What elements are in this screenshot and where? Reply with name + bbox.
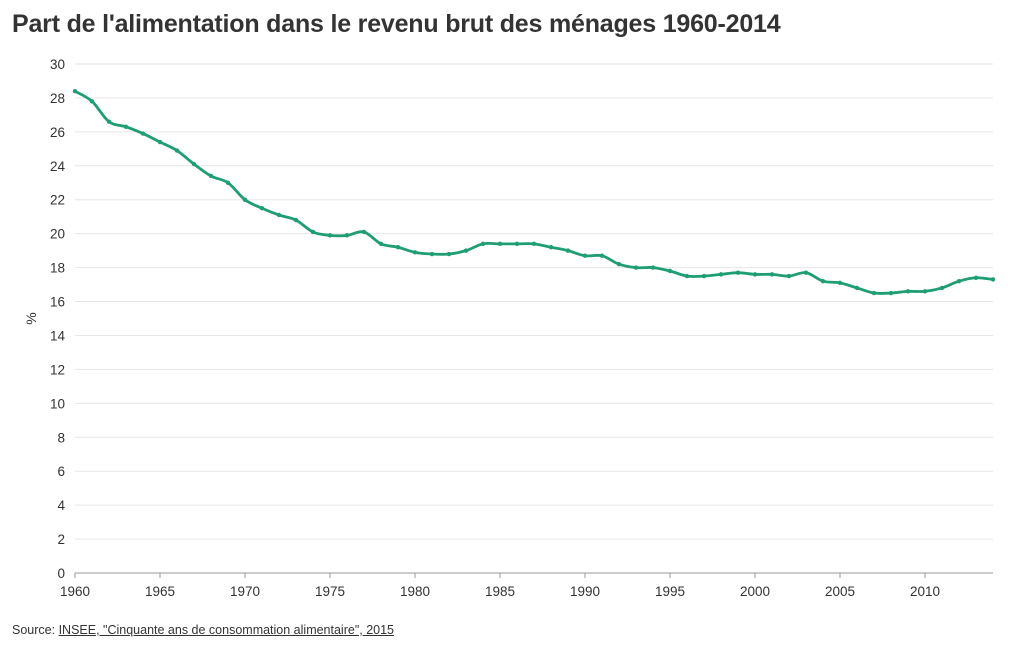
data-point [514,241,520,247]
data-point [327,233,333,238]
x-tick-label: 1965 [145,584,175,599]
data-point [922,289,928,294]
data-point [599,253,605,258]
data-point [803,270,809,275]
data-point [752,272,758,277]
data-point [548,245,554,250]
data-point [871,290,877,296]
data-point [446,251,452,257]
data-point [293,217,299,223]
y-tick-label: 0 [57,566,65,581]
data-point [72,88,78,94]
data-point [259,206,265,211]
data-point [939,285,945,291]
data-point [480,241,486,247]
data-point [208,173,214,179]
y-tick-label: 10 [50,396,65,411]
data-point [667,268,673,274]
data-point [157,139,163,145]
data-point [276,212,282,218]
data-point [701,273,707,279]
y-tick-label: 28 [50,91,65,106]
data-point [582,253,588,258]
data-point [616,262,622,267]
data-point [633,265,639,270]
y-tick-label: 12 [50,362,65,377]
data-point [820,278,826,284]
grid-lines [75,63,993,574]
data-point [106,119,112,124]
data-point [191,161,197,167]
x-tick-label: 1975 [315,584,345,599]
x-tick-label: 2005 [825,584,855,599]
data-point [684,273,690,279]
y-tick-label: 6 [57,464,65,479]
data-point [990,277,996,282]
data-point [225,180,231,185]
x-tick-label: 1990 [570,584,600,599]
data-point [786,273,792,279]
y-tick-label: 22 [50,193,65,208]
data-point [531,241,537,247]
series-group [72,88,996,296]
y-tick-label: 24 [50,159,66,174]
y-axis-label: % [23,312,39,324]
data-point [837,280,843,286]
data-point [735,270,741,275]
y-tick-label: 18 [50,261,65,276]
data-point [378,241,384,247]
data-point [123,124,129,129]
data-point [565,248,571,253]
data-point [650,265,656,270]
data-point [769,272,775,277]
data-point [905,289,911,294]
data-point [429,251,435,257]
data-point [89,99,95,104]
x-tick-label: 2000 [740,584,770,599]
x-tick-label: 1970 [230,584,260,599]
data-point [888,290,894,296]
y-tick-label: 4 [57,498,65,513]
x-tick-label: 1985 [485,584,515,599]
series-line [73,89,995,295]
data-point [854,285,860,291]
data-point [973,275,979,280]
data-point [140,131,146,136]
y-tick-label: 26 [50,125,65,140]
data-point [344,233,350,238]
y-tick-label: 30 [50,57,65,72]
data-point [956,278,962,284]
chart-title: Part de l'alimentation dans le revenu br… [12,10,781,38]
data-point [242,197,248,202]
data-point [310,229,316,235]
y-tick-label: 16 [50,295,65,310]
source-prefix: Source: [12,623,59,637]
data-point [174,148,180,153]
y-tick-label: 14 [50,328,66,343]
y-tick-label: 8 [57,430,65,445]
x-tick-label: 1960 [60,584,90,599]
y-tick-label: 2 [57,532,65,547]
data-point [718,272,724,277]
data-point [412,250,418,255]
data-point [463,248,469,253]
x-tick-label: 1995 [655,584,685,599]
data-point [497,241,503,247]
x-axis: 1960 1965 1970 1975 1980 1985 1990 1995 2000 2005… [60,573,940,599]
source-link[interactable]: INSEE, "Cinquante ans de consommation al… [58,623,395,637]
data-point [395,245,401,250]
source-note: Source: INSEE, "Cinquante ans de consomm… [12,623,394,637]
x-tick-label: 2010 [910,584,940,599]
data-point [361,229,367,235]
y-tick-label: 20 [50,227,65,242]
x-tick-label: 1980 [400,584,430,599]
